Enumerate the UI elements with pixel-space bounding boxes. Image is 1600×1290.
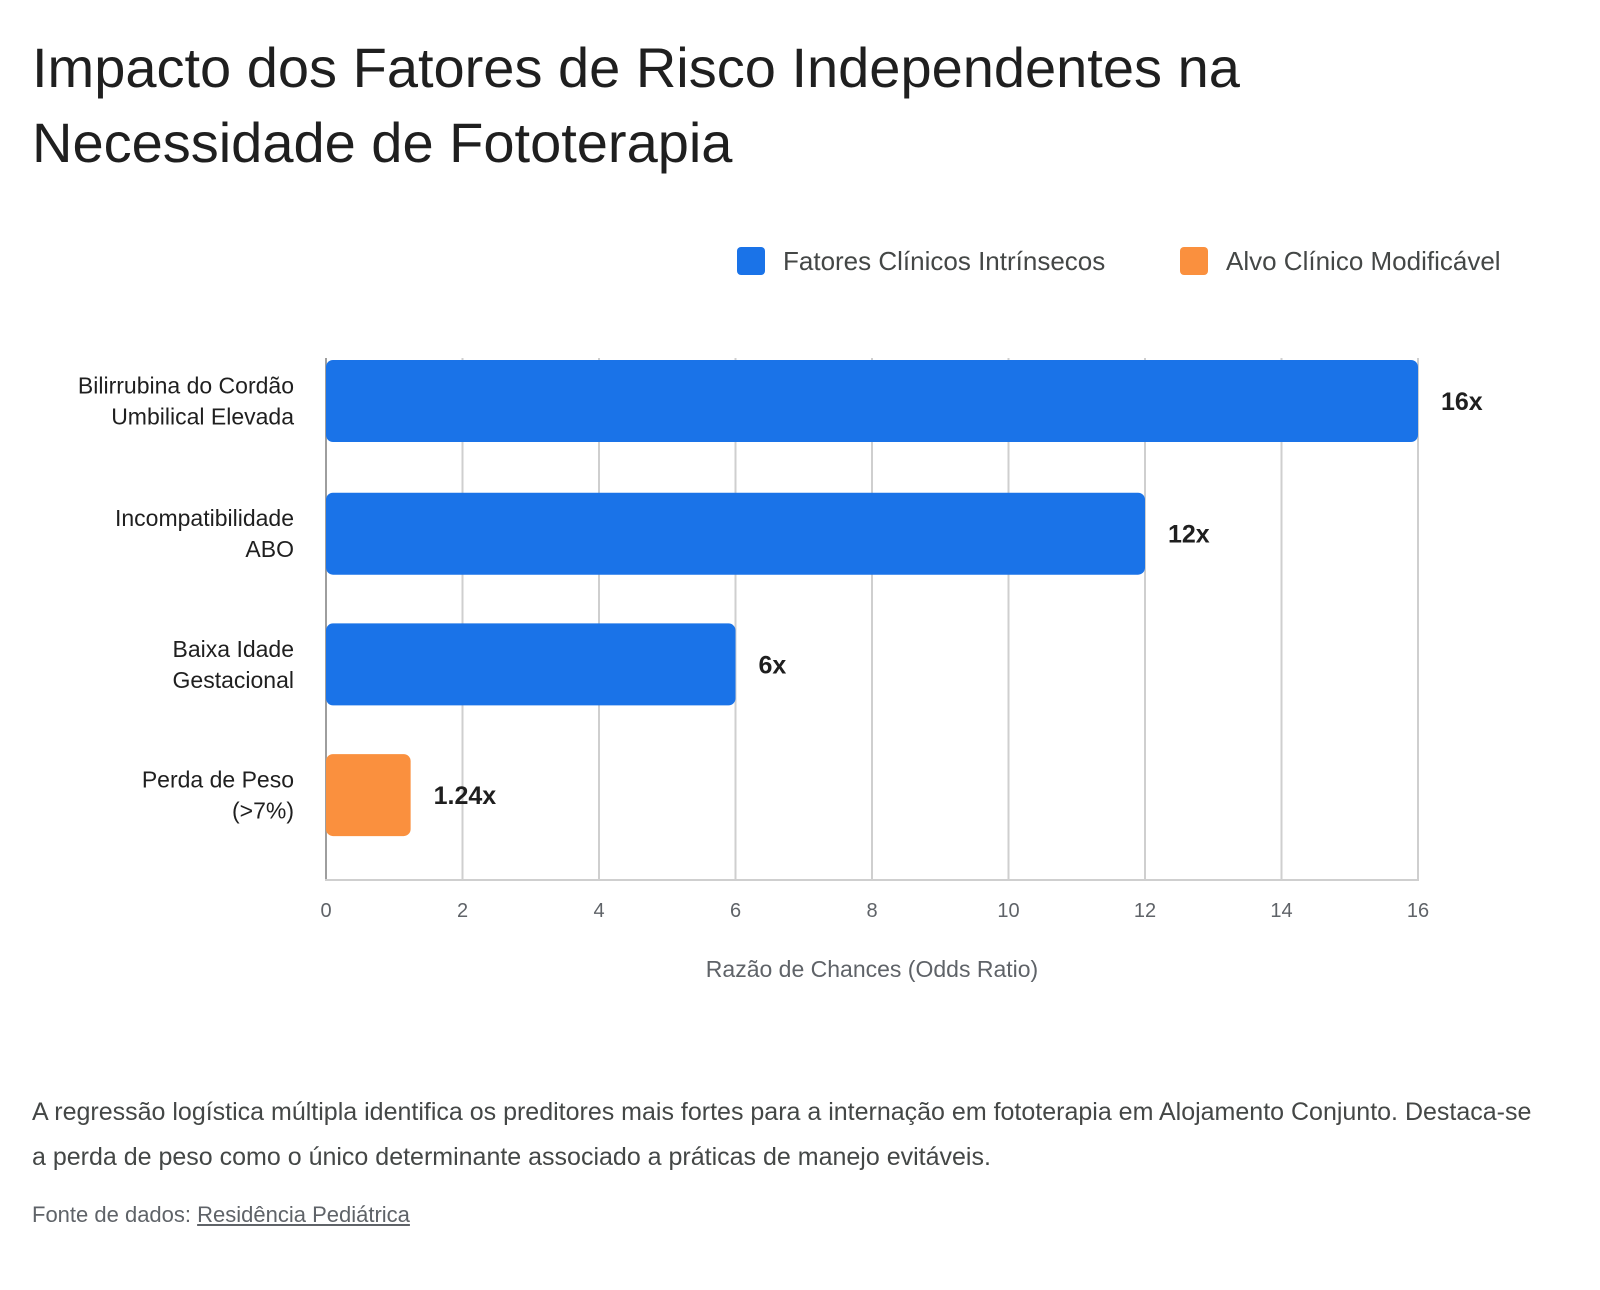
chart-description: A regressão logística múltipla identific… <box>32 1098 1532 1171</box>
legend-item: Fatores Clínicos Intrínsecos <box>737 246 1105 276</box>
value-label: 16x <box>1441 388 1483 416</box>
x-tick-label: 16 <box>1407 900 1429 922</box>
category-label: Gestacional <box>173 667 294 693</box>
legend-item: Alvo Clínico Modificável <box>1180 246 1501 276</box>
bar-chart: Alvo Clínico Modificável Fatores Clínicos… <box>78 246 1501 982</box>
category-label: Incompatibilidade <box>115 505 294 531</box>
category-label: (>7%) <box>232 798 294 824</box>
x-tick-label: 0 <box>320 900 331 922</box>
bars <box>326 360 1418 837</box>
value-label: 12x <box>1168 521 1210 549</box>
x-tick-label: 2 <box>457 900 468 922</box>
category-label: Umbilical Elevada <box>111 404 294 430</box>
value-label: 1.24x <box>434 782 497 810</box>
legend: Alvo Clínico Modificável Fatores Clínicos… <box>737 246 1501 276</box>
value-label: 6x <box>759 651 787 679</box>
category-label: Baixa Idade <box>173 636 294 662</box>
legend-swatch <box>1180 247 1208 275</box>
x-tick-label: 4 <box>593 900 604 922</box>
x-tick-label: 14 <box>1270 900 1292 922</box>
source-link[interactable]: Residência Pediátrica <box>197 1202 410 1227</box>
legend-label: Alvo Clínico Modificável <box>1226 246 1501 276</box>
x-tick-label: 6 <box>730 900 741 922</box>
legend-swatch <box>737 247 765 275</box>
x-axis-title: Razão de Chances (Odds Ratio) <box>706 956 1038 982</box>
bar <box>326 360 1418 442</box>
category-label: Perda de Peso <box>142 767 294 793</box>
bar <box>326 623 736 706</box>
x-tick-label: 8 <box>866 900 877 922</box>
category-labels: Bilirrubina do Cordão Umbilical Elevada In… <box>78 373 294 824</box>
x-tick-label: 10 <box>997 900 1019 922</box>
value-labels: 16x 12x 6x 1.24x <box>434 388 1483 810</box>
chart-title: Impacto dos Fatores de Risco Independent… <box>32 36 1240 174</box>
category-label: ABO <box>245 536 294 562</box>
bar <box>326 754 411 837</box>
x-tick-label: 12 <box>1134 900 1156 922</box>
legend-label: Fatores Clínicos Intrínsecos <box>783 246 1105 276</box>
x-tick-labels: 0 2 4 6 8 10 12 14 16 <box>320 900 1429 922</box>
category-label: Bilirrubina do Cordão <box>78 373 294 399</box>
grid-lines <box>325 358 1419 881</box>
source-prefix: Fonte de dados: <box>32 1202 198 1227</box>
source-note: Fonte de dados: Residência Pediátrica <box>32 1202 410 1228</box>
bar <box>326 492 1145 575</box>
